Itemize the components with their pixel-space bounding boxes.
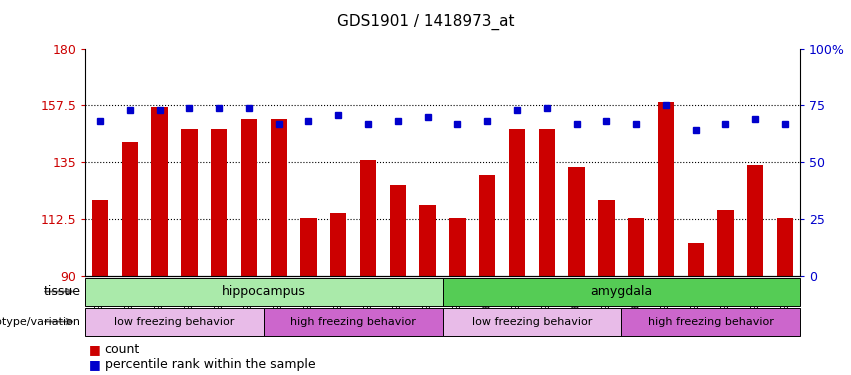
Text: high freezing behavior: high freezing behavior	[648, 316, 774, 327]
Text: GDS1901 / 1418973_at: GDS1901 / 1418973_at	[337, 14, 514, 30]
Bar	[241, 119, 257, 276]
Bar	[747, 165, 763, 276]
Bar	[85, 278, 443, 306]
Bar	[479, 175, 495, 276]
Bar	[598, 200, 614, 276]
Bar	[151, 107, 168, 276]
Text: tissue: tissue	[44, 285, 81, 298]
Bar	[688, 243, 704, 276]
Bar	[300, 217, 317, 276]
Bar	[211, 129, 227, 276]
Bar	[264, 308, 443, 336]
Text: hippocampus: hippocampus	[222, 285, 306, 298]
Bar	[420, 205, 436, 276]
Text: percentile rank within the sample: percentile rank within the sample	[105, 358, 316, 371]
Bar	[628, 217, 644, 276]
Bar	[330, 213, 346, 276]
Bar	[443, 278, 800, 306]
Text: genotype/variation: genotype/variation	[0, 316, 81, 327]
Bar	[360, 160, 376, 276]
Bar	[390, 185, 406, 276]
Bar	[568, 167, 585, 276]
Text: high freezing behavior: high freezing behavior	[290, 316, 416, 327]
Bar	[777, 217, 793, 276]
Bar	[509, 129, 525, 276]
Text: count: count	[105, 343, 140, 356]
Bar	[271, 119, 287, 276]
Bar	[449, 217, 465, 276]
Bar	[181, 129, 197, 276]
Bar	[443, 308, 621, 336]
Bar	[122, 142, 138, 276]
Bar	[92, 200, 108, 276]
Text: low freezing behavior: low freezing behavior	[114, 316, 235, 327]
Text: low freezing behavior: low freezing behavior	[471, 316, 592, 327]
Text: ■: ■	[89, 343, 101, 356]
Bar	[621, 308, 800, 336]
Bar	[658, 102, 674, 276]
Text: amygdala: amygdala	[590, 285, 653, 298]
Bar	[717, 210, 734, 276]
Bar	[539, 129, 555, 276]
Bar	[85, 308, 264, 336]
Text: ■: ■	[89, 358, 101, 371]
